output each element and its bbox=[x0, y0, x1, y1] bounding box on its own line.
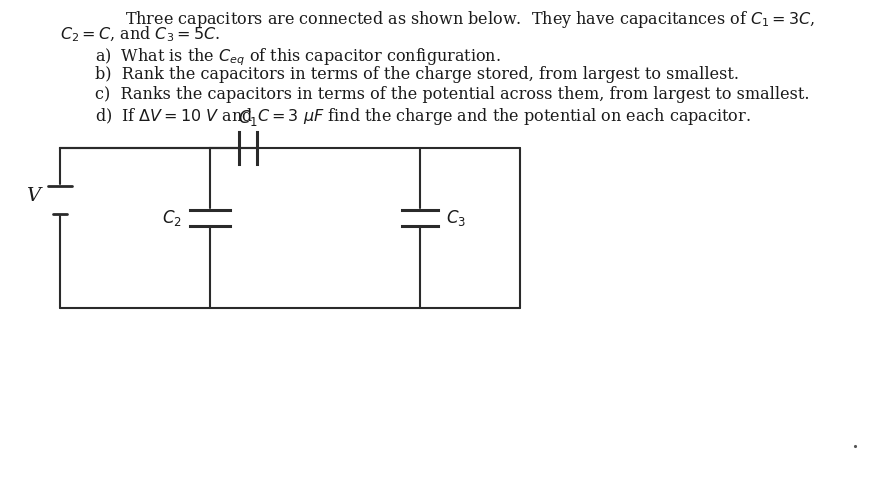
Text: Three capacitors are connected as shown below.  They have capacitances of $C_1 =: Three capacitors are connected as shown … bbox=[125, 9, 815, 30]
Text: a)  What is the $C_{eq}$ of this capacitor configuration.: a) What is the $C_{eq}$ of this capacito… bbox=[95, 46, 501, 68]
Text: $C_3$: $C_3$ bbox=[446, 208, 466, 228]
Text: b)  Rank the capacitors in terms of the charge stored, from largest to smallest.: b) Rank the capacitors in terms of the c… bbox=[95, 66, 739, 83]
Text: $C_2$: $C_2$ bbox=[162, 208, 182, 228]
Text: d)  If $\Delta V = 10$ $V$ and $C = 3$ $\mu F$ find the charge and the potential: d) If $\Delta V = 10$ $V$ and $C = 3$ $\… bbox=[95, 106, 751, 127]
Text: V: V bbox=[26, 187, 40, 205]
Text: $C_2 = C$, and $C_3 = 5C$.: $C_2 = C$, and $C_3 = 5C$. bbox=[60, 25, 220, 44]
Text: c)  Ranks the capacitors in terms of the potential across them, from largest to : c) Ranks the capacitors in terms of the … bbox=[95, 86, 810, 103]
Text: $C_1$: $C_1$ bbox=[238, 108, 258, 128]
